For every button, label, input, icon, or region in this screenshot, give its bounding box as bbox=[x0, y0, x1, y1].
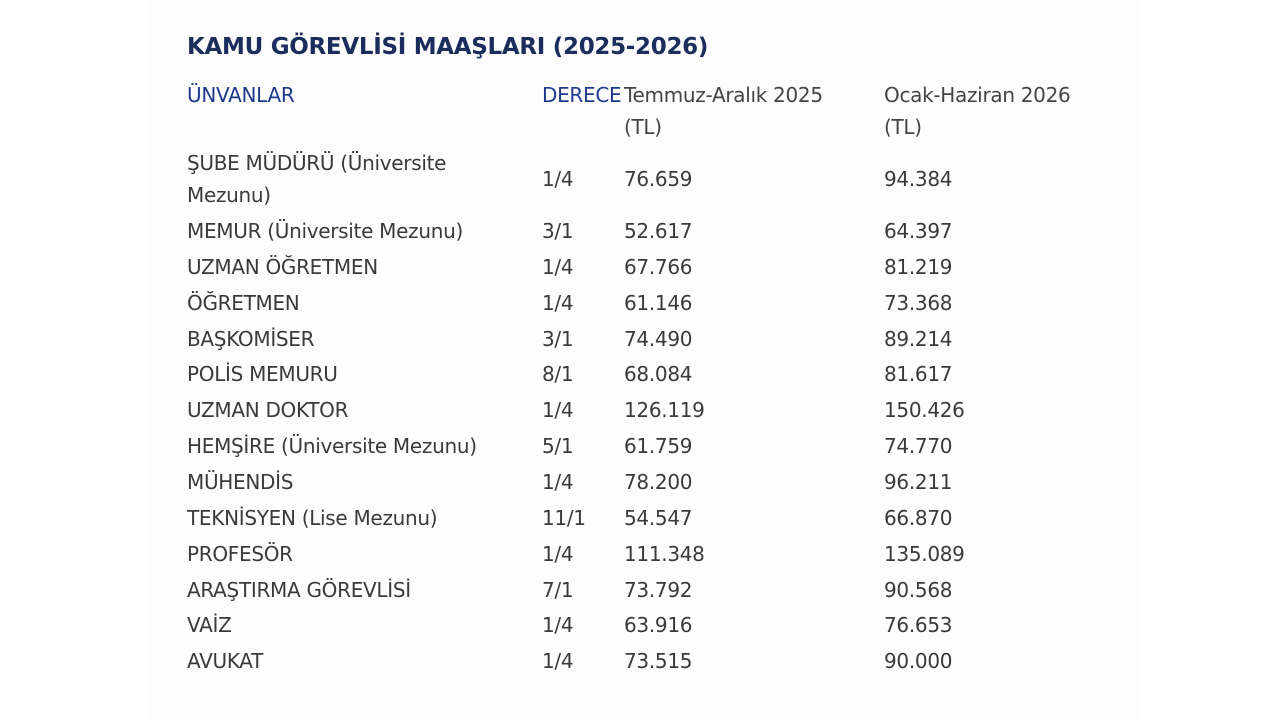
job-title: HEMŞİRE (Üniversite Mezunu) bbox=[187, 434, 477, 459]
salary: 96.211 bbox=[884, 469, 953, 494]
grade: 1/4 bbox=[542, 541, 574, 566]
salary: 81.617 bbox=[884, 362, 953, 387]
salary: 68.084 bbox=[624, 362, 693, 387]
salary: 94.384 bbox=[884, 167, 953, 191]
salary: 90.000 bbox=[884, 649, 953, 674]
title: KAMU GÖREVLİSİ MAAŞLARI (2025-2026) bbox=[187, 34, 709, 60]
grade: 11/1 bbox=[542, 505, 586, 530]
grade: 8/1 bbox=[542, 362, 574, 387]
salary: 73.515 bbox=[624, 649, 693, 674]
grade: 1/4 bbox=[542, 649, 574, 674]
salary: 74.770 bbox=[884, 434, 953, 459]
salary: 76.659 bbox=[624, 167, 693, 191]
salary: 73.792 bbox=[624, 577, 693, 602]
job-title: POLİS MEMURU bbox=[187, 362, 338, 387]
salary: 63.916 bbox=[624, 613, 693, 638]
job-title: TEKNİSYEN (Lise Mezunu) bbox=[187, 505, 438, 530]
salary: 52.617 bbox=[624, 219, 693, 243]
salary: 150.426 bbox=[884, 398, 965, 423]
job-title: VAİZ bbox=[187, 613, 232, 638]
salary: 74.490 bbox=[624, 326, 693, 351]
job-title: PROFESÖR bbox=[187, 541, 293, 566]
salary: 81.219 bbox=[884, 254, 953, 279]
job-title: AVUKAT bbox=[187, 649, 264, 674]
job-title: ŞUBE MÜDÜRÜ (Üniversite Mezunu) bbox=[187, 151, 447, 207]
salary: 78.200 bbox=[624, 469, 693, 494]
salary: 66.870 bbox=[884, 505, 953, 530]
grade: 5/1 bbox=[542, 434, 574, 459]
salary: 54.547 bbox=[624, 505, 693, 530]
salary: 64.397 bbox=[884, 219, 953, 243]
salary: 89.214 bbox=[884, 326, 953, 351]
grade: 1/4 bbox=[542, 167, 574, 191]
salary: 135.089 bbox=[884, 541, 965, 566]
grade: 1/4 bbox=[542, 613, 574, 638]
column-header: DERECE bbox=[542, 83, 622, 107]
salary: 76.653 bbox=[884, 613, 953, 638]
job-title: MEMUR (Üniversite Mezunu) bbox=[187, 219, 463, 243]
salary: 90.568 bbox=[884, 577, 953, 602]
job-title: BAŞKOMİSER bbox=[187, 326, 315, 351]
salary: 67.766 bbox=[624, 254, 693, 279]
salary: 61.759 bbox=[624, 434, 693, 459]
grade: 7/1 bbox=[542, 577, 574, 602]
grade: 1/4 bbox=[542, 398, 574, 423]
grade: 3/1 bbox=[542, 219, 574, 243]
job-title: UZMAN ÖĞRETMEN bbox=[187, 254, 378, 279]
column-header: Temmuz-Aralık 2025 (TL) bbox=[624, 83, 823, 139]
column-header: ÜNVANLAR bbox=[187, 83, 295, 107]
grade: 1/4 bbox=[542, 469, 574, 494]
job-title: MÜHENDİS bbox=[187, 469, 294, 494]
job-title: ARAŞTIRMA GÖREVLİSİ bbox=[187, 577, 411, 602]
salary: 126.119 bbox=[624, 398, 705, 423]
salary: 111.348 bbox=[624, 541, 705, 566]
salary: 73.368 bbox=[884, 290, 953, 315]
panel bbox=[150, 0, 1140, 720]
grade: 1/4 bbox=[542, 290, 574, 315]
grade: 3/1 bbox=[542, 326, 574, 351]
job-title: UZMAN DOKTOR bbox=[187, 398, 349, 423]
column-header: Ocak-Haziran 2026 (TL) bbox=[884, 83, 1071, 139]
job-title: ÖĞRETMEN bbox=[187, 290, 300, 315]
grade: 1/4 bbox=[542, 254, 574, 279]
salary: 61.146 bbox=[624, 290, 693, 315]
